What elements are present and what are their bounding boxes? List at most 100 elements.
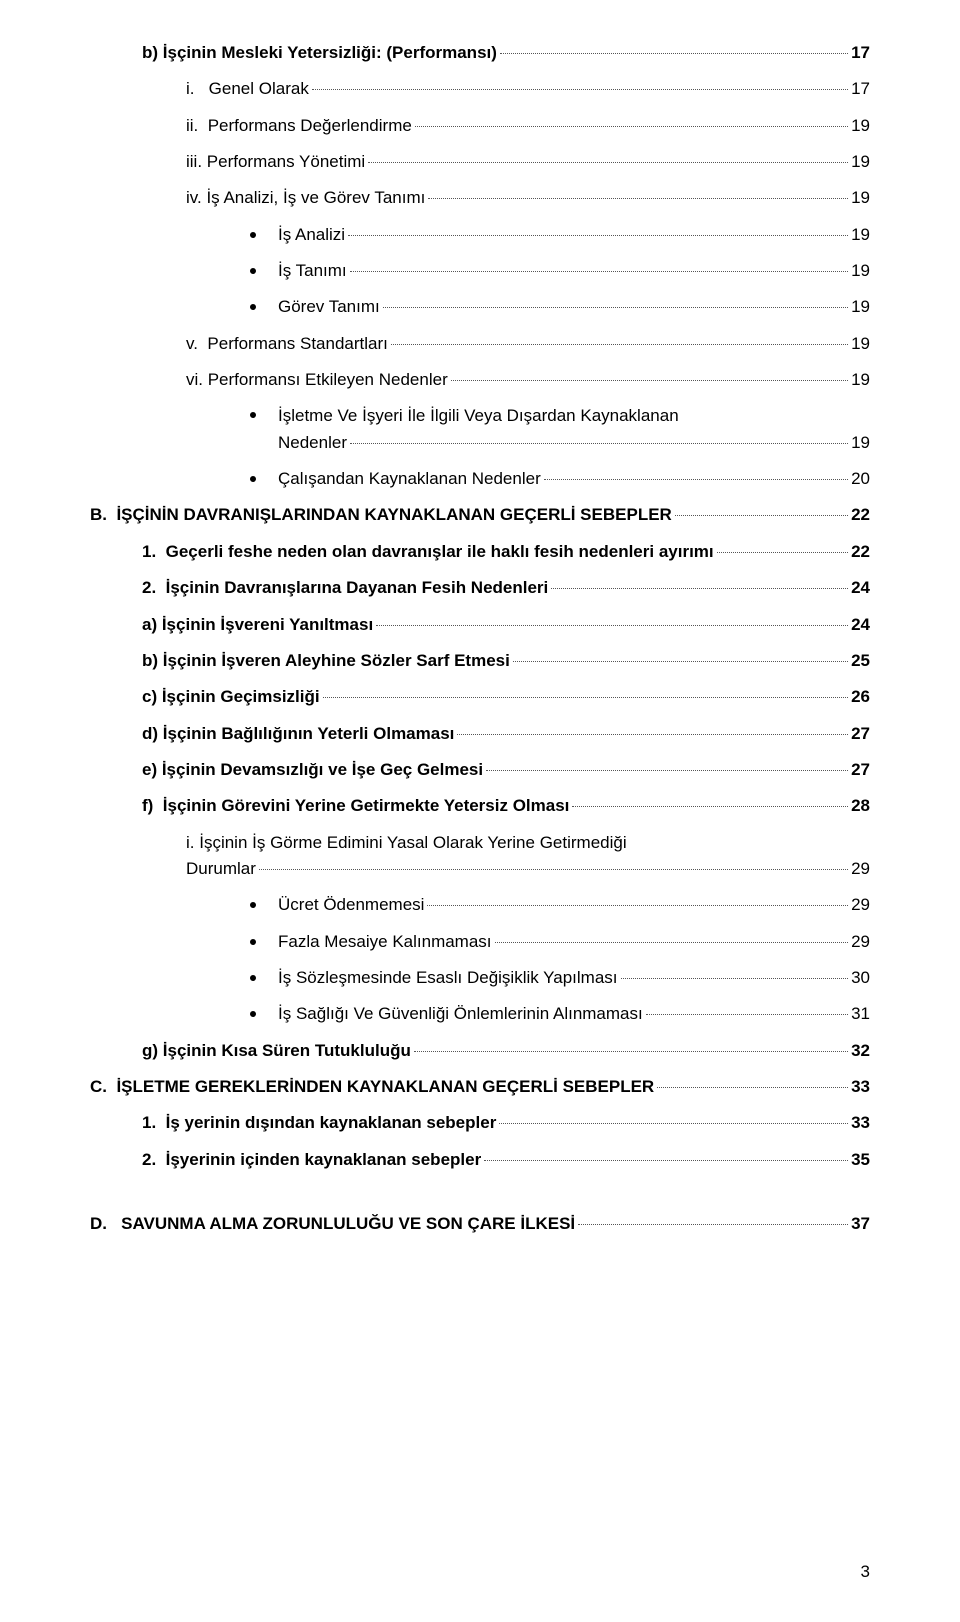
page-number: 3 <box>861 1562 870 1582</box>
leader-dots <box>323 697 848 698</box>
toc-entry: iii. Performans Yönetimi 19 <box>90 149 870 175</box>
toc-entry: ii. Performans Değerlendirme 19 <box>90 113 870 139</box>
toc-page-number: 19 <box>851 331 870 357</box>
leader-dots <box>572 806 848 807</box>
toc-label: 2. İşyerinin içinden kaynaklanan sebeple… <box>142 1147 481 1173</box>
toc-entry: C. İŞLETME GEREKLERİNDEN KAYNAKLANAN GEÇ… <box>90 1074 870 1100</box>
toc-page-number: 26 <box>851 684 870 710</box>
toc-page-number: 19 <box>851 185 870 211</box>
toc-label: vi. Performansı Etkileyen Nedenler <box>186 367 448 393</box>
toc-entry: B. İŞÇİNİN DAVRANIŞLARINDAN KAYNAKLANAN … <box>90 502 870 528</box>
toc-label: ii. Performans Değerlendirme <box>186 113 412 139</box>
bullet-icon <box>250 902 256 908</box>
document-page: b) İşçinin Mesleki Yetersizliği: (Perfor… <box>0 0 960 1622</box>
toc-label: g) İşçinin Kısa Süren Tutukluluğu <box>142 1038 411 1064</box>
leader-dots <box>486 770 848 771</box>
leader-dots <box>383 307 848 308</box>
toc-entry: a) İşçinin İşvereni Yanıltması24 <box>90 612 870 638</box>
leader-dots <box>415 126 848 127</box>
toc-page-number: 19 <box>851 149 870 175</box>
toc-entry: f) İşçinin Görevini Yerine Getirmekte Ye… <box>90 793 870 819</box>
toc-page-number: 19 <box>851 367 870 393</box>
leader-dots <box>495 942 849 943</box>
toc-page-number: 29 <box>851 929 870 955</box>
leader-dots <box>368 162 848 163</box>
toc-entry: 2. İşçinin Davranışlarına Dayanan Fesih … <box>90 575 870 601</box>
toc-page-number: 17 <box>851 40 870 66</box>
toc-page-number: 27 <box>851 721 870 747</box>
toc-label: i. Genel Olarak <box>186 76 309 102</box>
toc-label: i. İşçinin İş Görme Edimini Yasal Olarak… <box>186 833 627 852</box>
toc-page-number: 30 <box>851 965 870 991</box>
toc-entry: iv. İş Analizi, İş ve Görev Tanımı 19 <box>90 185 870 211</box>
leader-dots <box>457 734 848 735</box>
leader-dots <box>484 1160 848 1161</box>
table-of-contents: b) İşçinin Mesleki Yetersizliği: (Perfor… <box>90 40 870 1237</box>
leader-dots <box>621 978 849 979</box>
toc-entry: i. İşçinin İş Görme Edimini Yasal Olarak… <box>90 830 870 883</box>
toc-page-number: 29 <box>851 892 870 918</box>
toc-page-number: 35 <box>851 1147 870 1173</box>
leader-dots <box>499 1123 848 1124</box>
toc-page-number: 19 <box>851 113 870 139</box>
toc-label: iii. Performans Yönetimi <box>186 149 365 175</box>
leader-dots <box>544 479 848 480</box>
toc-label: İş Tanımı <box>278 258 347 284</box>
leader-dots <box>551 588 848 589</box>
toc-label: C. İŞLETME GEREKLERİNDEN KAYNAKLANAN GEÇ… <box>90 1074 654 1100</box>
toc-label: İş Sağlığı Ve Güvenliği Önlemlerinin Alı… <box>278 1001 643 1027</box>
toc-label: Ücret Ödenmemesi <box>278 892 424 918</box>
leader-dots <box>451 380 848 381</box>
bullet-icon <box>250 232 256 238</box>
bullet-icon <box>250 1011 256 1017</box>
leader-dots <box>500 53 848 54</box>
toc-entry: İş Sözleşmesinde Esaslı Değişiklik Yapıl… <box>90 965 870 991</box>
toc-entry: 1. İş yerinin dışından kaynaklanan sebep… <box>90 1110 870 1136</box>
toc-label: Nedenler <box>278 430 347 456</box>
leader-dots <box>376 625 848 626</box>
toc-page-number: 24 <box>851 612 870 638</box>
toc-label: c) İşçinin Geçimsizliği <box>142 684 320 710</box>
toc-entry: Çalışandan Kaynaklanan Nedenler20 <box>90 466 870 492</box>
toc-page-number: 32 <box>851 1038 870 1064</box>
toc-entry: İş Analizi19 <box>90 222 870 248</box>
toc-label: Görev Tanımı <box>278 294 380 320</box>
toc-page-number: 25 <box>851 648 870 674</box>
leader-dots <box>350 443 848 444</box>
toc-page-number: 31 <box>851 1001 870 1027</box>
toc-entry: vi. Performansı Etkileyen Nedenler 19 <box>90 367 870 393</box>
leader-dots <box>414 1051 848 1052</box>
toc-entry: Görev Tanımı19 <box>90 294 870 320</box>
spacing-gap <box>90 1183 870 1211</box>
toc-label: iv. İş Analizi, İş ve Görev Tanımı <box>186 185 425 211</box>
toc-label: e) İşçinin Devamsızlığı ve İşe Geç Gelme… <box>142 757 483 783</box>
toc-page-number: 17 <box>851 76 870 102</box>
toc-label: İşletme Ve İşyeri İle İlgili Veya Dışard… <box>278 406 679 425</box>
leader-dots <box>259 869 848 870</box>
leader-dots <box>391 344 848 345</box>
leader-dots <box>646 1014 848 1015</box>
toc-page-number: 22 <box>851 539 870 565</box>
toc-page-number: 29 <box>851 856 870 882</box>
toc-label: İş Sözleşmesinde Esaslı Değişiklik Yapıl… <box>278 965 618 991</box>
toc-page-number: 24 <box>851 575 870 601</box>
toc-entry: d) İşçinin Bağlılığının Yeterli Olmaması… <box>90 721 870 747</box>
leader-dots <box>428 198 848 199</box>
toc-label: Fazla Mesaiye Kalınmaması <box>278 929 492 955</box>
toc-entry: b) İşçinin Mesleki Yetersizliği: (Perfor… <box>90 40 870 66</box>
toc-page-number: 33 <box>851 1074 870 1100</box>
leader-dots <box>578 1224 848 1225</box>
leader-dots <box>675 515 848 516</box>
toc-entry: g) İşçinin Kısa Süren Tutukluluğu 32 <box>90 1038 870 1064</box>
toc-label: B. İŞÇİNİN DAVRANIŞLARINDAN KAYNAKLANAN … <box>90 502 672 528</box>
leader-dots <box>717 552 848 553</box>
leader-dots <box>312 89 848 90</box>
toc-entry: Fazla Mesaiye Kalınmaması 29 <box>90 929 870 955</box>
toc-entry: c) İşçinin Geçimsizliği 26 <box>90 684 870 710</box>
toc-label: Durumlar <box>186 856 256 882</box>
toc-entry: D. SAVUNMA ALMA ZORUNLULUĞU VE SON ÇARE … <box>90 1211 870 1237</box>
bullet-icon <box>250 476 256 482</box>
toc-entry: e) İşçinin Devamsızlığı ve İşe Geç Gelme… <box>90 757 870 783</box>
toc-label: 2. İşçinin Davranışlarına Dayanan Fesih … <box>142 575 548 601</box>
toc-label: 1. Geçerli feshe neden olan davranışlar … <box>142 539 714 565</box>
